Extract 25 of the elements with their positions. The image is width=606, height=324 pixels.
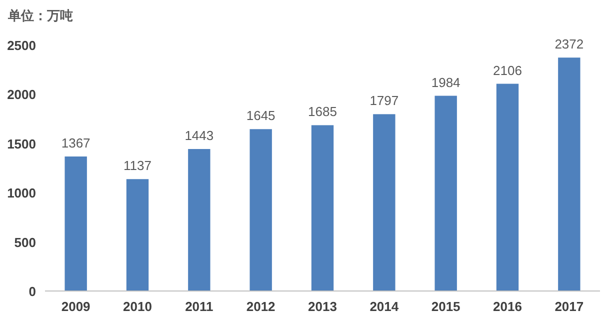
x-tick-label: 2015 bbox=[431, 299, 460, 314]
data-label: 2106 bbox=[493, 62, 522, 78]
data-label: 1137 bbox=[124, 158, 152, 174]
data-label: 1984 bbox=[431, 74, 460, 90]
y-tick-label: 2500 bbox=[7, 38, 36, 53]
y-tick-label: 500 bbox=[14, 234, 36, 250]
x-tick-label: 2016 bbox=[493, 299, 522, 314]
x-tick-label: 2010 bbox=[123, 299, 152, 314]
x-tick-label: 2014 bbox=[370, 299, 400, 314]
x-tick-label: 2017 bbox=[554, 299, 584, 314]
y-tick-label: 1500 bbox=[7, 136, 36, 152]
data-label: 1685 bbox=[308, 104, 337, 120]
x-tick-label: 2011 bbox=[185, 299, 214, 314]
data-label: 1443 bbox=[184, 128, 214, 144]
x-tick-label: 2012 bbox=[246, 299, 276, 314]
y-tick-label: 1000 bbox=[7, 186, 36, 201]
y-tick-label: 2000 bbox=[7, 87, 36, 102]
y-axis-title: 单位：万吨 bbox=[7, 8, 73, 23]
x-tick-label: 2013 bbox=[308, 299, 337, 314]
data-label: 1367 bbox=[61, 135, 90, 150]
data-label: 1645 bbox=[246, 108, 276, 124]
data-label: 2372 bbox=[554, 36, 584, 52]
x-tick-label: 2009 bbox=[61, 299, 90, 314]
data-label: 1797 bbox=[370, 93, 399, 108]
y-tick-label: 0 bbox=[28, 284, 36, 299]
